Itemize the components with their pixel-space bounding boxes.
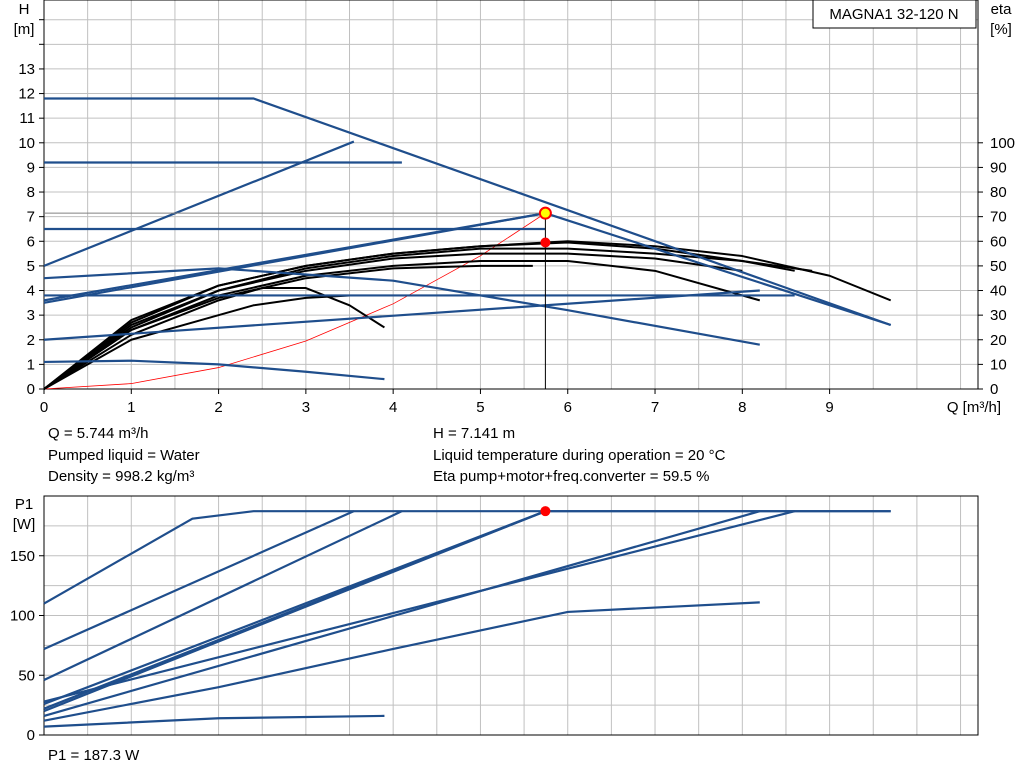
x-tick-label: 2 [214,399,222,416]
y-tick-label: 0 [27,727,35,744]
y2-tick-label: 40 [990,283,1007,300]
density-readout: Density = 998.2 kg/m³ [48,468,195,485]
y2-tick-label: 100 [990,135,1015,152]
y2-tick-label: 70 [990,209,1007,226]
power-point-marker [540,506,551,517]
x-tick-label: 7 [651,399,659,416]
y-tick-label: 2 [27,332,35,349]
y-tick-label: 10 [18,135,35,152]
x-tick-label: 1 [127,399,135,416]
power-curve [43,510,355,650]
eta-point-marker [540,237,551,248]
y-tick-label: 13 [18,61,35,78]
head-chart: 0123456789101112130102030405060708090100… [14,0,1015,416]
x-tick-label: 5 [476,399,484,416]
head-curve [43,267,760,346]
head-readout: H = 7.141 m [433,425,516,442]
y-tick-label: 7 [27,209,35,226]
efficiency-curve [43,264,533,390]
power-curve [43,510,891,605]
head-curve [43,359,385,381]
model-label-box: MAGNA1 32-120 N [812,0,977,29]
y2-tick-label: 20 [990,332,1007,349]
y-tick-label: 4 [27,283,35,300]
y2-axis-label: eta [%] [990,1,1012,38]
liquid-readout: Pumped liquid = Water [48,447,200,464]
y2-tick-label: 60 [990,233,1007,250]
efficiency-curve [43,294,350,390]
eta-readout: Eta pump+motor+freq.converter = 59.5 % [433,468,710,485]
power-curve [43,510,761,717]
x-tick-label: 4 [389,399,397,416]
head-curve [43,289,760,341]
temperature-readout: Liquid temperature during operation = 20… [433,447,726,464]
y-tick-label: 50 [18,667,35,684]
x-tick-label: 9 [825,399,833,416]
y2-tick-label: 10 [990,356,1007,373]
efficiency-curve [43,247,795,390]
system-curve [43,212,546,390]
head-curve [44,97,892,327]
y-tick-label: 12 [18,86,35,103]
power-curve [43,510,795,703]
duty-point-marker [538,206,552,220]
y-tick-label: 150 [10,548,35,565]
y-tick-label: 8 [27,184,35,201]
x-tick-label: 6 [564,399,572,416]
head-curve [43,140,355,267]
y2-tick-label: 50 [990,258,1007,275]
x-axis-label: Q [m³/h] [947,399,1001,416]
y2-tick-label: 90 [990,159,1007,176]
y-tick-label: 0 [27,381,35,398]
y-tick-label: 9 [27,159,35,176]
x-tick-label: 0 [40,399,48,416]
y-tick-label: 11 [19,110,35,127]
power-curve [43,510,403,682]
y-tick-label: 5 [27,258,35,275]
y-tick-label: 6 [27,233,35,250]
y-tick-label: 1 [27,356,35,373]
x-tick-label: 3 [302,399,310,416]
power-curve [43,601,760,722]
y2-tick-label: 0 [990,381,998,398]
flow-readout: Q = 5.744 m³/h [48,425,149,442]
plot-frame [43,0,979,390]
y-tick-label: 100 [10,608,35,625]
power-chart: 0 50 100 150 P1 [W] [10,495,979,744]
y2-tick-label: 30 [990,307,1007,324]
x-tick-label: 8 [738,399,746,416]
power-curve [43,714,385,728]
efficiency-curve [43,241,813,390]
power-curve [43,510,546,713]
power-readout: P1 = 187.3 W [48,747,140,764]
y-axis-label: H [m] [14,1,35,38]
model-label: MAGNA1 32-120 N [829,6,958,23]
y-tick-label: 3 [27,307,35,324]
y2-tick-label: 80 [990,184,1007,201]
efficiency-curve [43,252,743,390]
head-curve [43,212,546,304]
p1-axis-label: P1 [W] [13,496,36,533]
